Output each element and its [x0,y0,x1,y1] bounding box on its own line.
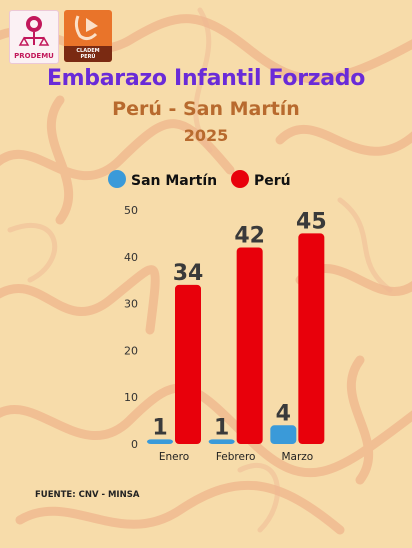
bar-san-martin-marzo [270,425,297,444]
prodemu-emblem-icon [18,16,50,46]
bar-value-label: 1 [214,415,229,440]
bar-peru-febrero [236,247,263,444]
bar-value-label: 1 [152,415,167,440]
prodemu-logo: PRODEMU [9,10,59,64]
bar-san-martin-febrero [208,439,235,444]
chart-year: 2025 [183,126,229,145]
x-tick-label: Marzo [281,451,313,463]
y-tick-label: 40 [124,251,138,264]
bar-value-label: 45 [296,209,327,234]
y-tick-label: 10 [124,391,138,404]
x-tick-label: Enero [159,451,189,463]
bar-value-label: 34 [173,261,204,286]
legend-marker-peru [231,170,249,188]
source-note: FUENTE: CNV - MINSA [35,490,140,500]
bar-value-label: 42 [234,223,265,248]
bar-peru-enero [175,284,201,444]
y-tick-label: 30 [124,298,138,311]
x-tick-label: Febrero [216,451,256,463]
cladem-emblem-icon [74,15,98,41]
bar-value-label: 4 [276,401,291,426]
y-tick-label: 20 [124,344,138,357]
chart-title: Embarazo Infantil Forzado [46,66,366,91]
cladem-logo-subtext: PERÚ [80,54,96,60]
bar-peru-marzo [298,233,325,444]
cladem-logo-text: CLADEM [76,48,100,54]
bar-san-martin-enero [147,439,173,444]
prodemu-logo-text: PRODEMU [14,52,54,60]
legend-label-peru: Perú [254,173,291,189]
cladem-logo: CLADEM PERÚ [64,10,112,62]
cladem-band [64,46,112,62]
chart-subtitle: Perú - San Martín [112,98,300,120]
legend-label-san-martin: San Martín [131,173,217,189]
y-tick-label: 50 [124,204,138,217]
legend-marker-san-martin [108,170,126,188]
y-tick-label: 0 [131,438,138,451]
